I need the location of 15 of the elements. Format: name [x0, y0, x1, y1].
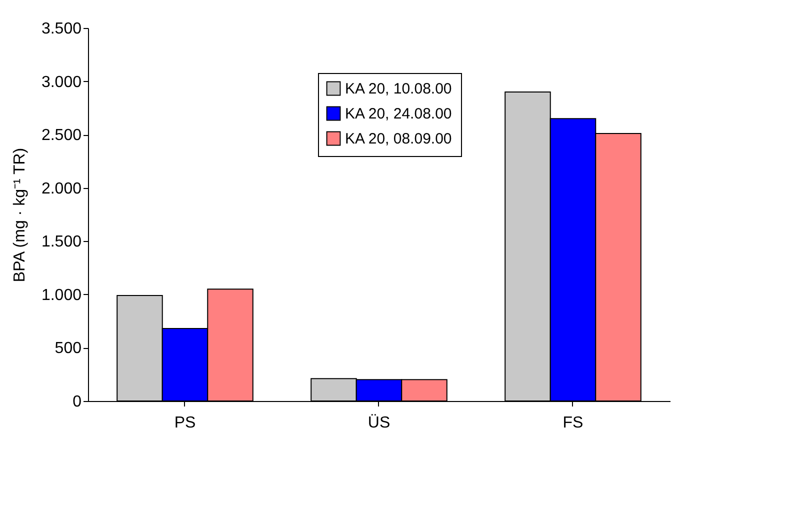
- y-tick-label: 500: [54, 340, 82, 358]
- y-tick-label: 3.000: [41, 74, 82, 91]
- legend-label: KA 20, 24.08.00: [345, 106, 452, 122]
- y-tick-label: 1.500: [41, 234, 82, 251]
- x-tick-label: FS: [562, 414, 584, 432]
- y-tick-label: 2.000: [41, 180, 82, 198]
- y-axis-title: BPA (mg · kg⁻¹ TR): [11, 148, 28, 282]
- y-tick-label: 0: [72, 394, 82, 410]
- legend-label: KA 20, 10.08.00: [345, 80, 452, 98]
- x-tick-label: ÜS: [368, 414, 390, 432]
- legend-label: KA 20, 08.09.00: [345, 130, 452, 148]
- y-tick-label: 1.000: [41, 286, 82, 304]
- y-tick-label: 2.500: [41, 127, 82, 144]
- y-tick-label: 3.500: [41, 20, 82, 38]
- x-tick-label: PS: [174, 414, 196, 432]
